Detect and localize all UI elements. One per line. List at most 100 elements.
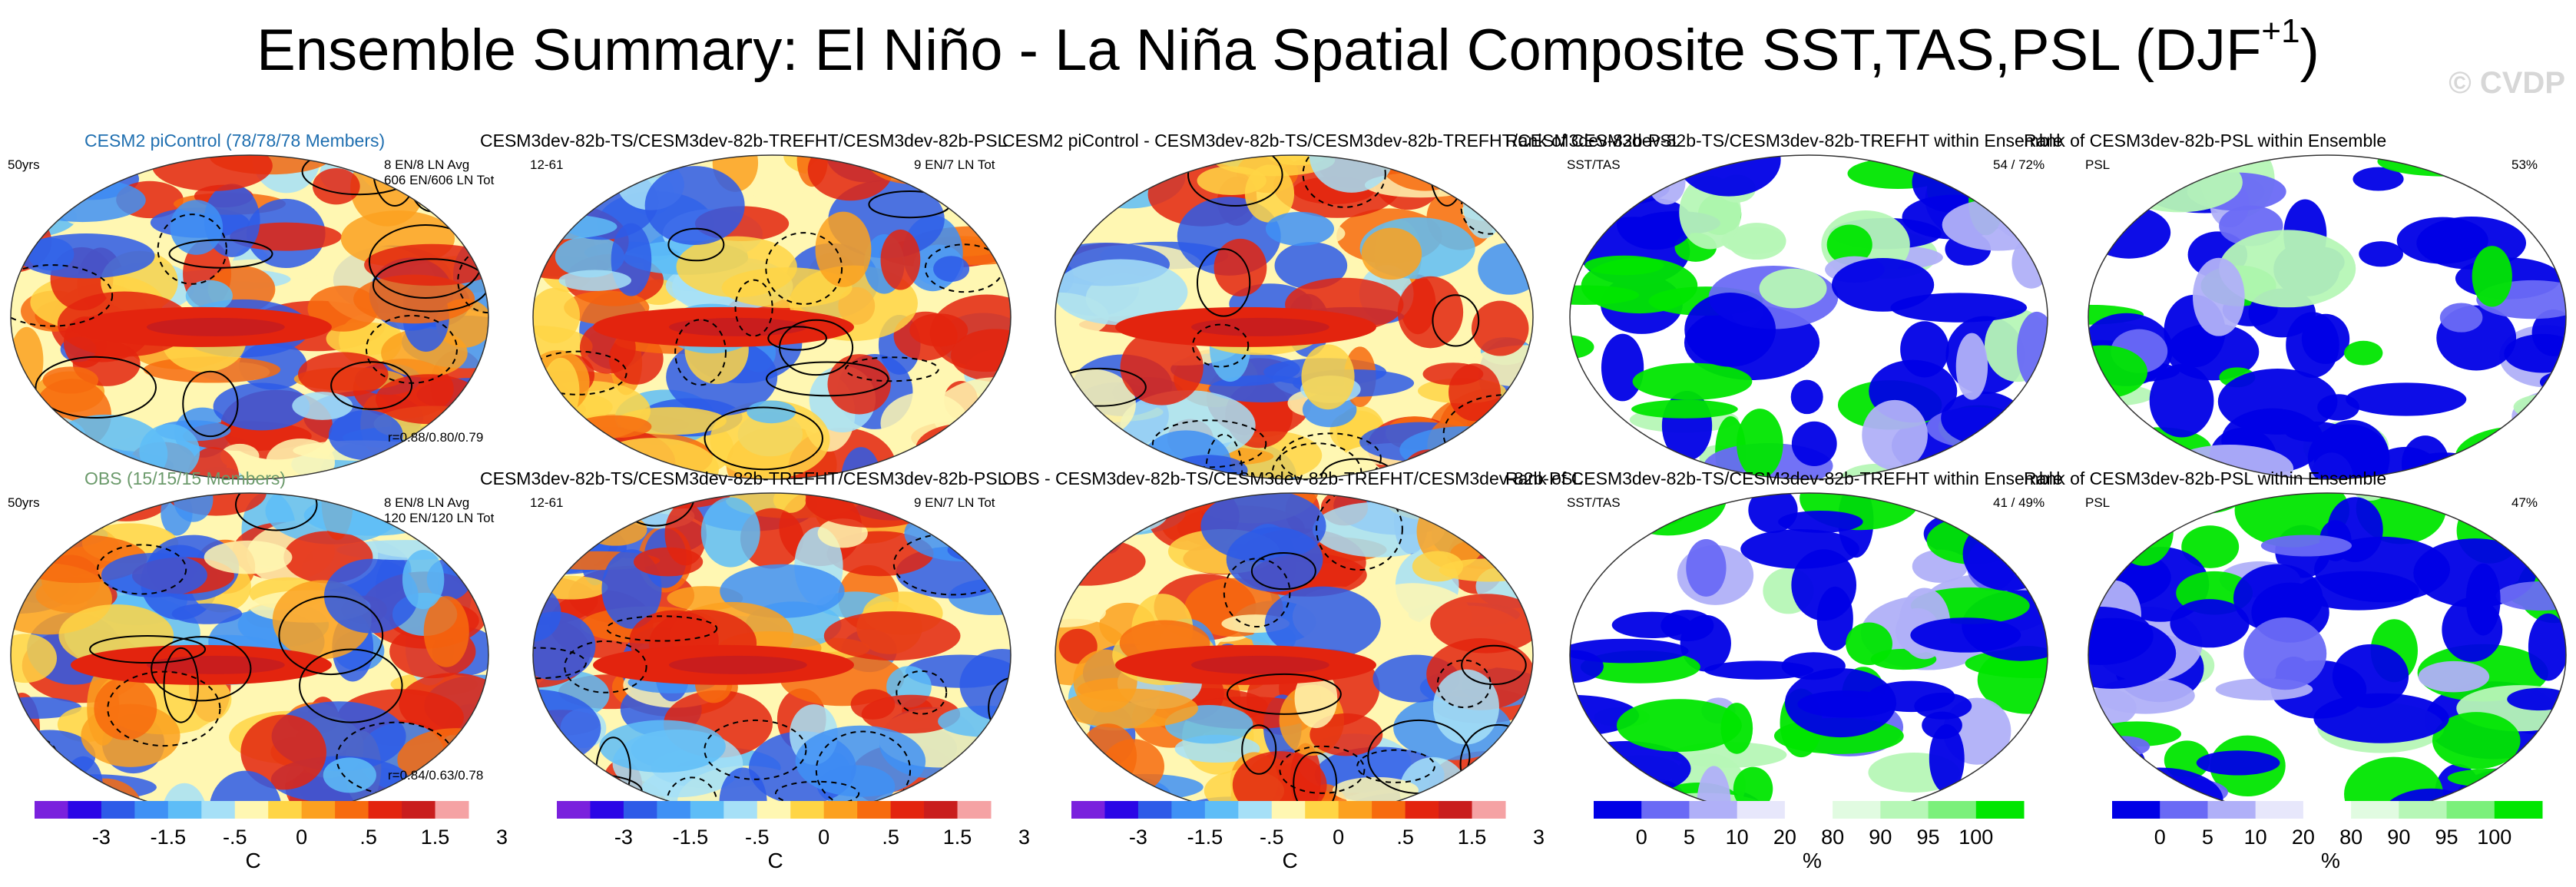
colorbar-tick-label: -.5 — [1260, 826, 1284, 849]
colorbar-swatch — [1204, 801, 1239, 819]
colorbar-swatch — [690, 801, 724, 819]
colorbar-swatch — [1833, 801, 1881, 819]
colorbar-swatch — [1784, 801, 1833, 819]
colorbar — [35, 801, 469, 819]
colorbar-swatch — [1641, 801, 1690, 819]
colorbar — [2112, 801, 2543, 819]
colorbar-swatch — [2494, 801, 2543, 819]
colorbar-swatch — [1689, 801, 1738, 819]
colorbar-tick-label: 95 — [1916, 826, 1940, 849]
colorbar-swatch — [301, 801, 336, 819]
colorbar-tick-label: .5 — [359, 826, 377, 849]
colorbar-unit: C — [767, 849, 783, 872]
colorbar-swatch — [557, 801, 591, 819]
colorbar-swatch — [623, 801, 657, 819]
panel-right-note: 54 / 72% — [1993, 157, 2045, 172]
map-panel: CESM2 piControl (78/78/78 Members) 50yrs 8… — [8, 123, 495, 480]
panel-title: OBS - CESM3dev-82b-TS/CESM3dev-82b-TREFH… — [1002, 468, 1583, 488]
map-panel: OBS (15/15/15 Members) 50yrs 8 EN/8 LN Avg… — [8, 461, 494, 818]
colorbar-tick-label: .5 — [1396, 826, 1414, 849]
colorbar-swatch — [101, 801, 135, 819]
colorbar-swatch — [134, 801, 169, 819]
colorbar-swatch — [35, 801, 68, 819]
colorbar-swatch — [723, 801, 758, 819]
colorbar-swatch — [1137, 801, 1172, 819]
map-panel: Rank of CESM3dev-82b-TS/CESM3dev-82b-TRE… — [1505, 123, 2063, 480]
map-panel: CESM2 piControl - CESM3dev-82b-TS/CESM3d… — [1002, 123, 1682, 480]
colorbar-swatch — [957, 801, 992, 819]
rank-map — [1569, 492, 2048, 818]
colorbar-swatch — [2112, 801, 2160, 819]
colorbar-swatch — [590, 801, 624, 819]
colorbar-tick-label: 20 — [2291, 826, 2315, 849]
colorbar-swatch — [1472, 801, 1506, 819]
colorbar-swatch — [1928, 801, 1977, 819]
colorbar-tick-label: 0 — [1333, 826, 1345, 849]
colorbar-tick-label: 10 — [2243, 826, 2267, 849]
colorbar-swatch — [1271, 801, 1306, 819]
colorbar-tick-label: 20 — [1773, 826, 1796, 849]
colorbar-tick-label: -1.5 — [150, 826, 187, 849]
colorbar-swatch — [924, 801, 959, 819]
panel-right-note: 8 EN/8 LN Avg — [384, 157, 470, 172]
map-panel: Rank of CESM3dev-82b-TS/CESM3dev-82b-TRE… — [1505, 461, 2063, 818]
colorbar-tick-label: -3 — [1128, 826, 1147, 849]
panel-title: CESM2 piControl - CESM3dev-82b-TS/CESM3d… — [1002, 131, 1682, 151]
composite-map — [1055, 492, 1534, 818]
colorbar-swatch — [335, 801, 369, 819]
colorbar-swatch — [2207, 801, 2256, 819]
panel-left-note: PSL — [2085, 157, 2111, 172]
colorbar-tick-label: 1.5 — [1457, 826, 1487, 849]
colorbar-swatch — [167, 801, 202, 819]
colorbar-unit: % — [1803, 849, 1822, 872]
colorbar-tick-label: 5 — [2201, 826, 2213, 849]
colorbar-swatch — [402, 801, 436, 819]
colorbar-swatch — [234, 801, 269, 819]
colorbar-swatch — [890, 801, 925, 819]
colorbar — [1594, 801, 2025, 819]
colorbar-tick-label: 0 — [818, 826, 830, 849]
panel-right-note-2: 606 EN/606 LN Tot — [384, 173, 495, 187]
colorbar-tick-label: -.5 — [745, 826, 770, 849]
colorbar-swatch — [1975, 801, 2025, 819]
panel-left-note: PSL — [2085, 495, 2111, 510]
colorbar-swatch — [1439, 801, 1473, 819]
panel-left-note: 50yrs — [8, 495, 40, 510]
panel-title: Rank of CESM3dev-82b-PSL within Ensemble — [2024, 468, 2387, 488]
map-panel: CESM3dev-82b-TS/CESM3dev-82b-TREFHT/CESM… — [480, 123, 1014, 480]
colorbar-tick-label: 1.5 — [942, 826, 972, 849]
figure-title: Ensemble Summary: El Niño - La Niña Spat… — [257, 12, 2319, 83]
panel-left-note: SST/TAS — [1567, 157, 1621, 172]
colorbar — [1071, 801, 1506, 819]
composite-map — [10, 492, 489, 818]
colorbar-swatch — [657, 801, 691, 819]
panel-right-note: 8 EN/8 LN Avg — [384, 495, 470, 510]
watermark: © CVDP — [2449, 66, 2565, 100]
panel-right-note: 53% — [2511, 157, 2538, 172]
colorbar-unit: % — [2321, 849, 2340, 872]
composite-map — [10, 154, 489, 480]
colorbar-swatch — [2399, 801, 2448, 819]
colorbar-tick-label: 3 — [1018, 826, 1030, 849]
colorbar-tick-label: -1.5 — [1187, 826, 1223, 849]
panel-left-note: SST/TAS — [1567, 495, 1621, 510]
colorbar-swatch — [1071, 801, 1105, 819]
panel-title: Rank of CESM3dev-82b-TS/CESM3dev-82b-TRE… — [1505, 468, 2063, 488]
colorbar-tick-label: -3 — [614, 826, 633, 849]
colorbar-tick-label: 1.5 — [420, 826, 450, 849]
colorbar-tick-label: 80 — [1821, 826, 1845, 849]
colorbar-swatch — [1171, 801, 1206, 819]
colorbar-tick-label: 95 — [2435, 826, 2458, 849]
rank-map — [1569, 154, 2048, 480]
panel-right-note: 9 EN/7 LN Tot — [914, 495, 995, 510]
map-panel: OBS - CESM3dev-82b-TS/CESM3dev-82b-TREFH… — [1002, 461, 1582, 818]
panel-title: CESM2 piControl (78/78/78 Members) — [84, 131, 386, 151]
colorbar-unit: C — [245, 849, 261, 872]
colorbar-swatch — [1405, 801, 1439, 819]
colorbar-tick-label: 10 — [1725, 826, 1749, 849]
colorbar-swatch — [2303, 801, 2352, 819]
colorbar-swatch — [268, 801, 303, 819]
colorbar-tick-label: 100 — [2477, 826, 2512, 849]
colorbar-swatch — [1338, 801, 1372, 819]
panel-right-note: 9 EN/7 LN Tot — [914, 157, 995, 172]
